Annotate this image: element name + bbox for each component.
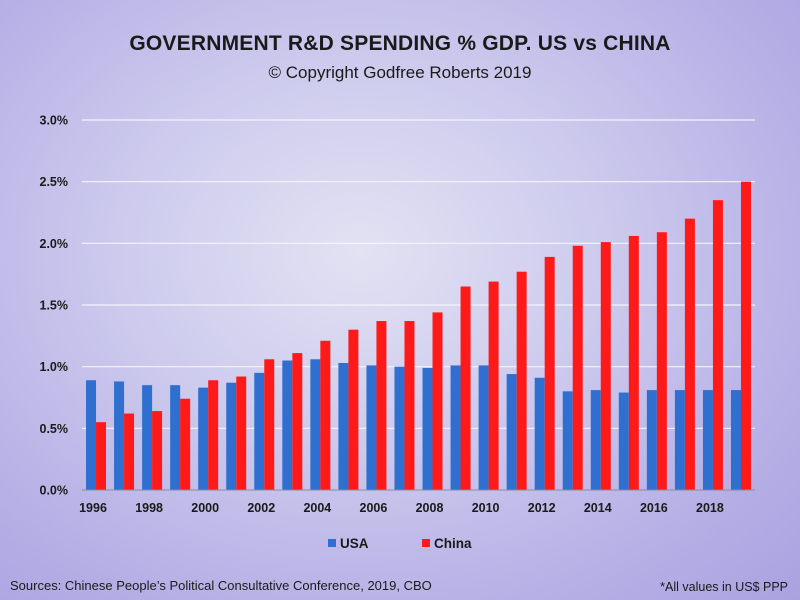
bar-usa-2014: [590, 390, 601, 490]
bar-china-2004: [320, 340, 331, 490]
bar-usa-2001: [226, 382, 237, 490]
bar-usa-2015: [618, 392, 629, 490]
bar-china-1998: [152, 411, 163, 490]
bar-usa-2016: [646, 390, 657, 490]
bar-china-2008: [432, 312, 443, 490]
y-tick-label: 1.0%: [40, 360, 69, 374]
bar-china-2001: [236, 376, 247, 490]
bar-china-2013: [572, 245, 583, 490]
currency-note: *All values in US$ PPP: [660, 580, 788, 594]
x-tick-label: 2014: [584, 501, 612, 515]
bar-usa-2018: [702, 390, 713, 490]
bar-china-2010: [488, 281, 499, 490]
bar-usa-2005: [338, 362, 349, 490]
legend-label-china: China: [434, 536, 472, 551]
x-tick-label: 2018: [696, 501, 724, 515]
x-tick-label: 1998: [135, 501, 163, 515]
bar-china-2006: [376, 321, 387, 490]
bar-usa-2004: [310, 359, 321, 490]
y-axis-ticks: 0.0% 0.5% 1.0% 1.5% 2.0% 2.5% 3.0%: [40, 114, 69, 498]
legend: USA China: [328, 536, 472, 551]
legend-label-usa: USA: [340, 536, 369, 551]
legend-swatch-china: [422, 539, 430, 547]
x-tick-label: 2010: [472, 501, 500, 515]
bar-usa-2000: [198, 387, 209, 490]
x-tick-label: 2002: [247, 501, 275, 515]
y-tick-label: 1.5%: [40, 299, 69, 313]
y-tick-label: 2.5%: [40, 175, 69, 189]
bar-usa-2009: [450, 365, 461, 490]
bar-usa-2013: [562, 391, 573, 490]
bar-china-2014: [600, 242, 611, 490]
bar-usa-2006: [366, 365, 377, 490]
bar-china-2018: [712, 200, 723, 490]
bar-usa-2019: [730, 390, 741, 490]
bar-china-2012: [544, 256, 555, 490]
bars: [86, 181, 751, 490]
bar-usa-1997: [114, 381, 125, 490]
bar-china-1999: [180, 398, 191, 490]
bar-usa-1996: [86, 380, 97, 490]
bar-usa-2017: [674, 390, 685, 490]
bar-china-2016: [656, 232, 667, 490]
sources-note: Sources: Chinese People’s Political Cons…: [10, 578, 432, 593]
bar-china-2009: [460, 286, 471, 490]
bar-usa-2002: [254, 372, 265, 490]
bar-usa-2007: [394, 366, 405, 490]
chart-subtitle: © Copyright Godfree Roberts 2019: [268, 63, 532, 82]
x-tick-label: 2004: [303, 501, 331, 515]
x-tick-label: 2008: [416, 501, 444, 515]
x-axis-ticks: 1996 1998 2000 2002 2004 2006 2008 2010 2012 2014…: [79, 501, 724, 515]
bar-usa-1998: [142, 385, 153, 490]
x-tick-label: 2006: [360, 501, 388, 515]
legend-swatch-usa: [328, 539, 336, 547]
x-tick-label: 2000: [191, 501, 219, 515]
bar-china-2002: [264, 359, 275, 490]
bar-usa-1999: [170, 385, 181, 490]
chart-title: GOVERNMENT R&D SPENDING % GDP. US vs CHI…: [129, 32, 671, 55]
y-tick-label: 0.5%: [40, 422, 69, 436]
bar-usa-2011: [506, 374, 517, 490]
bar-china-1997: [124, 413, 135, 490]
x-tick-label: 1996: [79, 501, 107, 515]
gridlines: [82, 119, 755, 429]
bar-usa-2010: [478, 365, 489, 490]
y-tick-label: 2.0%: [40, 237, 69, 251]
bar-usa-2012: [534, 377, 545, 490]
bar-china-2000: [208, 380, 219, 490]
bar-usa-2003: [282, 360, 293, 490]
bar-china-2011: [516, 271, 527, 490]
bar-china-2007: [404, 321, 415, 490]
bar-china-2017: [684, 218, 695, 490]
x-tick-label: 2016: [640, 501, 668, 515]
bar-china-2019: [740, 181, 751, 490]
bar-china-2015: [628, 235, 639, 490]
y-tick-label: 0.0%: [40, 484, 69, 498]
y-tick-label: 3.0%: [40, 114, 69, 128]
bar-china-2005: [348, 329, 359, 490]
x-tick-label: 2012: [528, 501, 556, 515]
bar-china-2003: [292, 353, 303, 490]
bar-usa-2008: [422, 367, 433, 490]
bar-china-1996: [96, 422, 107, 490]
